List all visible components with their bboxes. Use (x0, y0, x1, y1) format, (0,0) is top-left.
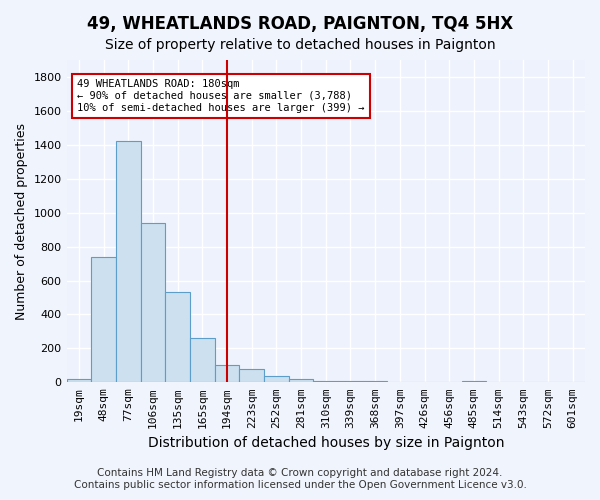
Bar (313, 380, 338, 382)
Bar (116, 142, 140, 382)
Bar (239, 368, 264, 382)
Bar (140, 223, 165, 382)
X-axis label: Distribution of detached houses by size in Paignton: Distribution of detached houses by size … (148, 436, 504, 450)
Y-axis label: Number of detached properties: Number of detached properties (15, 122, 28, 320)
Text: 49 WHEATLANDS ROAD: 180sqm
← 90% of detached houses are smaller (3,788)
10% of s: 49 WHEATLANDS ROAD: 180sqm ← 90% of deta… (77, 80, 364, 112)
Bar (215, 366, 239, 382)
Bar (289, 379, 313, 382)
Bar (264, 376, 289, 382)
Bar (165, 292, 190, 382)
Bar (67, 379, 91, 382)
Text: 49, WHEATLANDS ROAD, PAIGNTON, TQ4 5HX: 49, WHEATLANDS ROAD, PAIGNTON, TQ4 5HX (87, 15, 513, 33)
Text: Contains HM Land Registry data © Crown copyright and database right 2024.
Contai: Contains HM Land Registry data © Crown c… (74, 468, 526, 490)
Text: Size of property relative to detached houses in Paignton: Size of property relative to detached ho… (104, 38, 496, 52)
Bar (91, 257, 116, 382)
Bar (190, 338, 215, 382)
